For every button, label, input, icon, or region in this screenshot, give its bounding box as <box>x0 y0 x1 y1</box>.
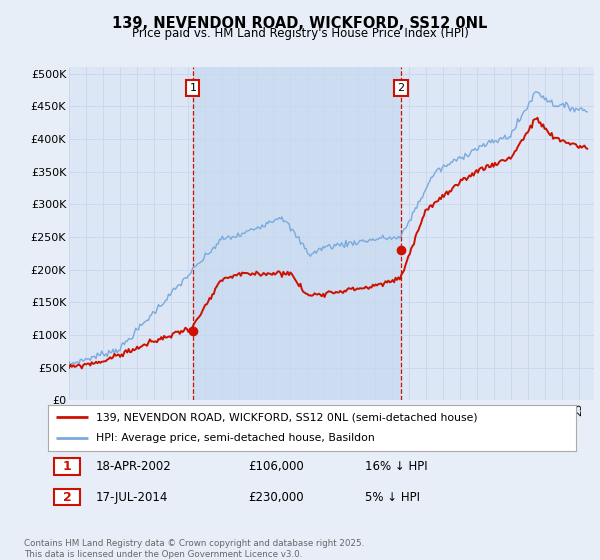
Text: 18-APR-2002: 18-APR-2002 <box>95 460 171 473</box>
Text: £106,000: £106,000 <box>248 460 304 473</box>
Text: 5% ↓ HPI: 5% ↓ HPI <box>365 491 420 503</box>
Text: 16% ↓ HPI: 16% ↓ HPI <box>365 460 427 473</box>
Text: HPI: Average price, semi-detached house, Basildon: HPI: Average price, semi-detached house,… <box>95 433 374 444</box>
Text: 17-JUL-2014: 17-JUL-2014 <box>95 491 168 503</box>
Text: 139, NEVENDON ROAD, WICKFORD, SS12 0NL: 139, NEVENDON ROAD, WICKFORD, SS12 0NL <box>112 16 488 31</box>
Text: 139, NEVENDON ROAD, WICKFORD, SS12 0NL (semi-detached house): 139, NEVENDON ROAD, WICKFORD, SS12 0NL (… <box>95 412 477 422</box>
Bar <box>193 67 401 400</box>
Text: Contains HM Land Registry data © Crown copyright and database right 2025.
This d: Contains HM Land Registry data © Crown c… <box>24 539 364 559</box>
FancyBboxPatch shape <box>55 459 80 474</box>
FancyBboxPatch shape <box>55 489 80 505</box>
Text: 2: 2 <box>397 83 404 93</box>
Text: Price paid vs. HM Land Registry's House Price Index (HPI): Price paid vs. HM Land Registry's House … <box>131 27 469 40</box>
Text: 1: 1 <box>190 83 196 93</box>
Text: £230,000: £230,000 <box>248 491 304 503</box>
Text: 2: 2 <box>62 491 71 503</box>
Text: 1: 1 <box>62 460 71 473</box>
